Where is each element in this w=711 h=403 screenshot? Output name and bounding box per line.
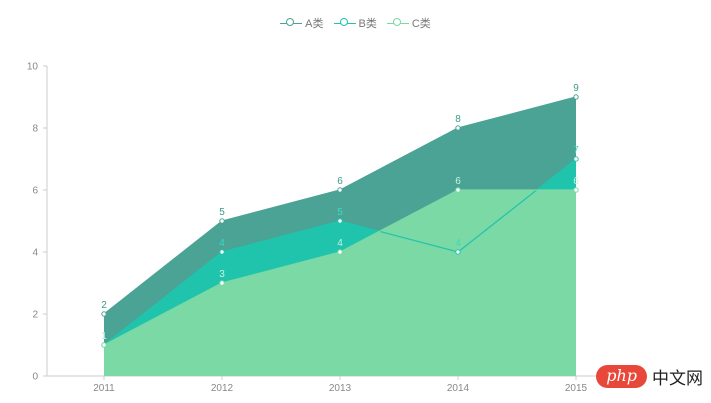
data-point-b xyxy=(455,249,461,255)
y-tick-label: 10 xyxy=(27,62,39,73)
area-c xyxy=(104,190,576,376)
data-point-a xyxy=(101,311,107,317)
data-label-c: 4 xyxy=(337,238,343,249)
data-label-a: 2 xyxy=(101,300,107,311)
legend-marker-c-icon xyxy=(386,17,409,29)
legend-label-c: C类 xyxy=(411,18,431,30)
legend-label-b: B类 xyxy=(358,18,377,30)
data-point-c xyxy=(455,187,461,193)
data-point-a xyxy=(455,125,461,131)
legend-marker-b-icon xyxy=(333,17,356,29)
data-point-b xyxy=(573,156,579,162)
x-tick-label: 2012 xyxy=(211,383,234,394)
data-label-b: 4 xyxy=(455,238,461,249)
data-label-a: 8 xyxy=(455,114,461,125)
watermark-badge: php xyxy=(596,365,647,388)
x-tick-label: 2013 xyxy=(329,383,352,394)
watermark: php 中文网 xyxy=(596,364,703,389)
y-tick-label: 8 xyxy=(32,124,38,135)
data-point-b xyxy=(337,218,343,224)
data-label-b: 7 xyxy=(573,145,579,156)
data-label-a: 5 xyxy=(219,207,225,218)
data-point-a xyxy=(219,218,225,224)
legend-item-series-b[interactable]: B类 xyxy=(333,15,377,31)
legend: A类 B类 C类 xyxy=(0,15,711,31)
data-label-c: 6 xyxy=(455,176,461,187)
y-tick-label: 0 xyxy=(32,372,38,383)
data-point-c xyxy=(337,249,343,255)
legend-item-series-c[interactable]: C类 xyxy=(386,15,431,31)
legend-marker-a-icon xyxy=(280,17,303,29)
watermark-text: 中文网 xyxy=(652,369,703,389)
x-tick-label: 2014 xyxy=(447,383,470,394)
data-label-a: 6 xyxy=(337,176,343,187)
data-label-a: 9 xyxy=(573,83,579,94)
data-label-c: 1 xyxy=(101,331,107,342)
data-point-c xyxy=(219,280,225,286)
data-label-b: 1 xyxy=(101,331,107,342)
data-point-a xyxy=(337,187,343,193)
legend-item-series-a[interactable]: A类 xyxy=(280,15,324,31)
legend-label-a: A类 xyxy=(305,18,324,30)
data-label-c: 3 xyxy=(219,269,225,280)
y-tick-label: 4 xyxy=(32,248,38,259)
x-tick-label: 2011 xyxy=(93,383,115,394)
x-tick-label: 2015 xyxy=(565,383,588,394)
data-point-b xyxy=(219,249,225,255)
data-label-b: 5 xyxy=(337,207,343,218)
y-tick-label: 2 xyxy=(32,310,38,321)
data-label-c: 6 xyxy=(573,176,579,187)
y-tick-label: 6 xyxy=(32,186,38,197)
data-point-c xyxy=(573,187,579,193)
data-point-a xyxy=(573,94,579,100)
data-point-c xyxy=(101,342,107,348)
data-label-b: 4 xyxy=(219,238,225,249)
